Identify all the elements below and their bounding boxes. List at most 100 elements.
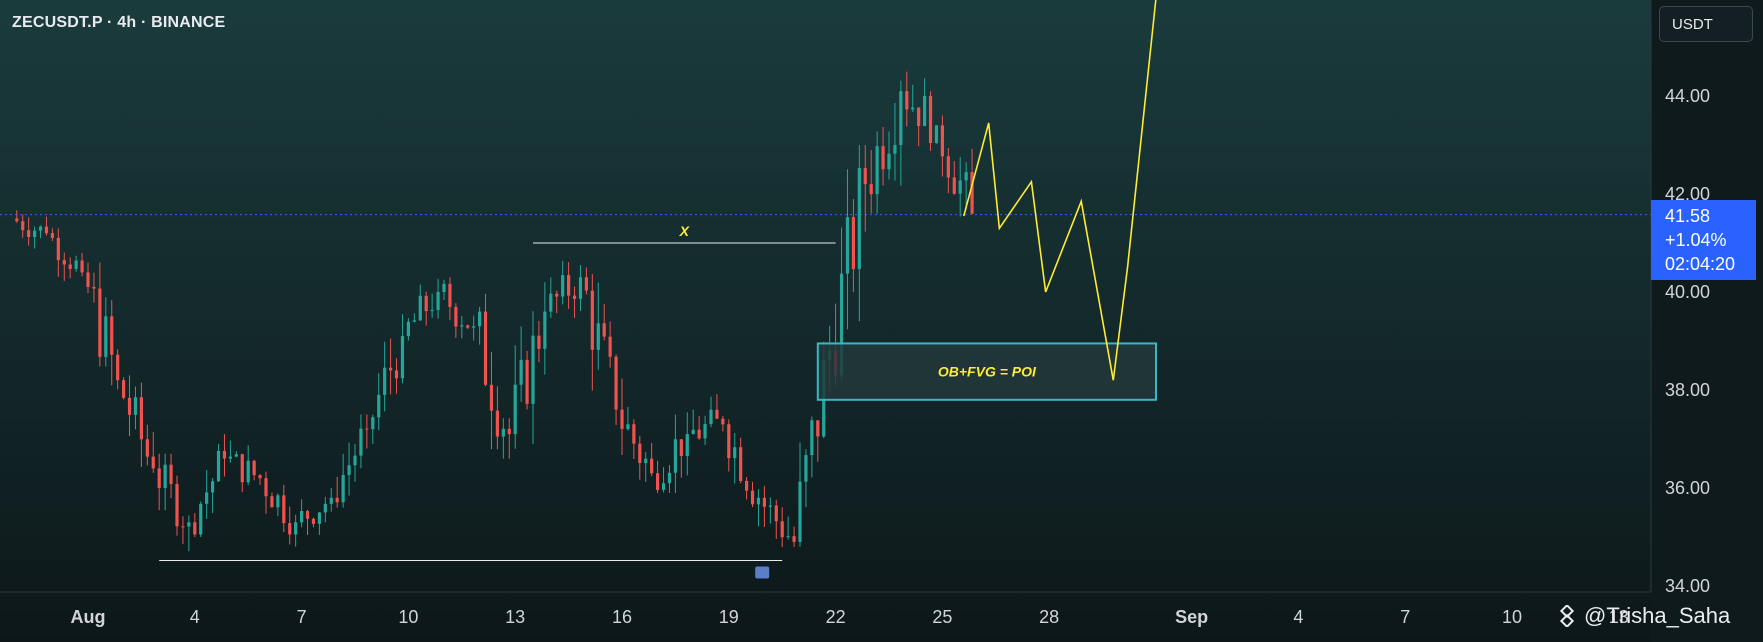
candle-body [644, 458, 648, 464]
candle-body [578, 277, 583, 299]
x-level-label: X [679, 223, 691, 239]
candle-body [774, 505, 778, 522]
candle-body [952, 177, 956, 194]
candle-body [940, 125, 944, 157]
candle-body [851, 217, 855, 270]
candle-body [92, 286, 96, 289]
candle-body [917, 107, 921, 127]
candle-body [104, 316, 108, 357]
candle-body [638, 443, 642, 464]
candle-body [145, 439, 149, 457]
candle-body [561, 275, 565, 297]
candle-body [656, 473, 660, 490]
candle-body [626, 424, 630, 429]
candle-body [667, 472, 672, 484]
candle-body [122, 380, 126, 398]
currency-selector[interactable]: USDT [1659, 6, 1753, 42]
candle-body [139, 397, 143, 440]
candle-body [193, 522, 197, 535]
candle-body [745, 480, 749, 491]
candle-body [460, 325, 464, 327]
y-tick-label: 38.00 [1665, 380, 1710, 400]
x-tick-label: 13 [505, 607, 525, 627]
candle-body [537, 335, 541, 349]
price-axis-panel [1651, 0, 1763, 642]
candle-body [371, 417, 375, 430]
candle-body [816, 420, 820, 437]
candle-body [187, 522, 191, 527]
candle-body [780, 521, 784, 538]
candle-body [928, 96, 933, 144]
candle-body [240, 454, 244, 483]
candle-body [33, 230, 37, 238]
candle-body [632, 424, 636, 444]
candle-body [798, 481, 802, 542]
candle-body [56, 237, 60, 261]
candle-body [905, 91, 909, 110]
candle-body [863, 168, 867, 185]
candle-body [264, 478, 268, 497]
candle-body [347, 465, 351, 475]
candle-body [44, 226, 49, 234]
candle-body [311, 518, 316, 524]
candle-body [733, 447, 737, 459]
candle-body [216, 450, 221, 482]
candle-body [98, 288, 102, 357]
candle-body [750, 490, 755, 505]
candle-body [596, 323, 600, 350]
author-name: @Trisha_Saha [1584, 603, 1731, 628]
candle-body [525, 359, 529, 404]
candle-body [430, 309, 434, 312]
candle-body [970, 172, 974, 214]
candle-body [38, 226, 43, 231]
candle-body [483, 311, 488, 385]
candle-body [222, 450, 227, 459]
candle-body [436, 292, 440, 310]
candle-body [519, 359, 523, 385]
x-tick-label: 19 [719, 607, 739, 627]
candle-body [584, 277, 588, 291]
candle-body [756, 497, 761, 505]
candle-body [673, 439, 677, 473]
candle-body [620, 409, 624, 429]
candle-body [62, 260, 66, 265]
candle-body [661, 483, 666, 490]
candle-body [323, 503, 327, 513]
candle-body [709, 409, 713, 425]
candle-body [110, 316, 114, 355]
x-tick-label: 4 [190, 607, 200, 627]
candle-body [288, 523, 292, 535]
y-tick-label: 40.00 [1665, 282, 1710, 302]
candle-body [329, 497, 333, 504]
candle-body [418, 295, 422, 321]
candle-body [228, 456, 232, 459]
candle-body [549, 293, 553, 312]
x-tick-label: 16 [612, 607, 632, 627]
candle-body [507, 428, 511, 435]
candle-body [489, 384, 494, 411]
y-tick-label: 36.00 [1665, 478, 1710, 498]
candle-body [50, 233, 54, 238]
current-price-label: 41.58 +1.04% 02:04:20 [1651, 200, 1756, 280]
candle-body [394, 370, 399, 379]
candle-body [685, 434, 689, 457]
x-tick-label: 10 [398, 607, 418, 627]
candle-body [151, 456, 155, 469]
candle-body [923, 96, 927, 127]
x-tick-label: 25 [932, 607, 952, 627]
candle-body [887, 153, 891, 170]
candle-body [454, 306, 458, 327]
candle-body [472, 326, 476, 328]
candle-body [199, 503, 203, 535]
candle-body [442, 283, 446, 292]
candle-body [466, 325, 470, 328]
projection-path [962, 0, 1157, 381]
candle-body [300, 511, 304, 523]
x-tick-label: 28 [1039, 607, 1059, 627]
candle-body [234, 454, 238, 457]
candle-body [246, 460, 250, 483]
candle-body [715, 409, 719, 419]
